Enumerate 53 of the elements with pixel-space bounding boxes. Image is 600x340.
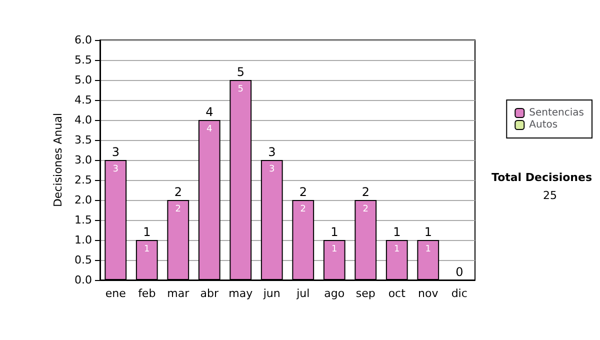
y-axis-title: Decisiones Anual [52,112,65,208]
data-label: 5 [238,84,244,94]
total-label: 1 [143,225,151,239]
total-label: 0 [456,265,464,279]
data-label: 1 [394,244,400,254]
y-tick-label: 3.0 [74,154,92,166]
x-tick-label: mar [167,287,190,300]
x-tick-label: jul [296,287,310,300]
y-tick-label: 1.0 [74,234,92,246]
x-tick-label: sep [356,287,376,300]
x-tick-label: ene [105,287,126,300]
total-label: 1 [393,225,401,239]
y-tick-label: 6.0 [74,34,92,46]
y-tick-label: 0.0 [74,274,92,286]
x-tick-label: dic [451,287,468,300]
x-tick-label: abr [200,287,219,300]
data-label: 3 [269,164,275,174]
x-tick-label: oct [388,287,406,300]
y-tick-label: 5.0 [74,74,92,86]
data-label: 2 [175,204,181,214]
data-label: 1 [425,244,431,254]
y-tick-label: 1.5 [74,214,92,226]
y-tick-label: 2.0 [74,194,92,206]
x-tick-label: ago [324,287,345,300]
y-tick-label: 2.5 [74,174,92,186]
y-tick-label: 5.5 [74,54,92,66]
total-label: 2 [299,185,307,199]
total-label: 3 [268,145,276,159]
y-tick-label: 4.0 [74,114,92,126]
total-label: 1 [424,225,432,239]
x-tick-label: jun [262,287,280,300]
total-label: 2 [362,185,370,199]
text: 25 [543,189,558,202]
data-label: 2 [362,204,368,214]
data-label: 2 [300,204,306,214]
legend-label: Autos [529,120,558,130]
total-label: 5 [236,65,244,79]
x-tick-label: may [228,287,254,300]
y-tick-label: 3.5 [74,134,92,146]
data-label: 1 [332,244,338,254]
total-label: 3 [112,145,120,159]
x-tick-label: feb [138,287,156,300]
total-label: 4 [206,105,214,119]
data-label: 1 [144,244,150,254]
total-label: 1 [330,225,338,239]
x-tick-label: nov [418,287,439,300]
total-label: 2 [174,185,182,199]
data-label: 4 [206,124,213,134]
text: Total Decisiones [492,171,592,184]
y-tick-label: 4.5 [74,94,92,106]
legend-label: Sentencias [529,108,584,118]
y-tick-label: 0.5 [74,254,92,266]
data-label: 3 [112,164,118,174]
